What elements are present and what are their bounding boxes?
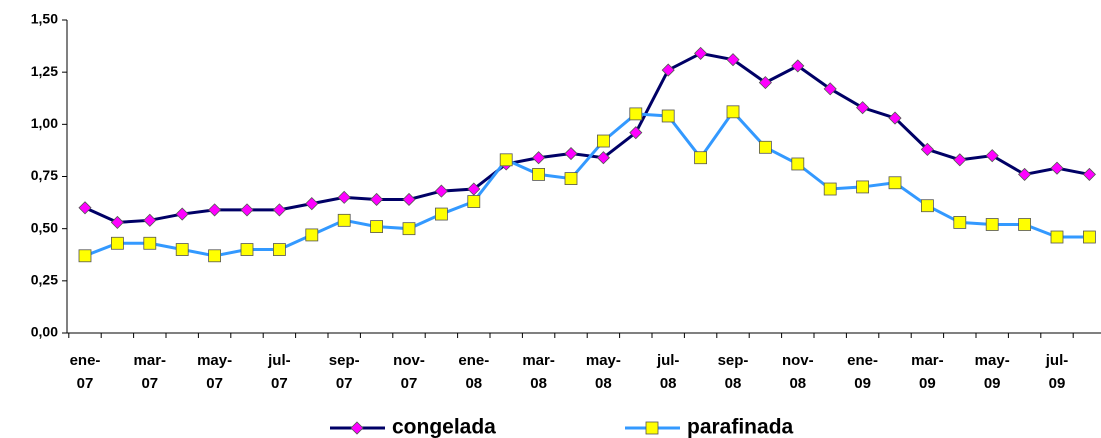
- x-tick-label: jul- 07: [268, 352, 291, 392]
- point: [240, 203, 254, 217]
- point: [499, 153, 513, 167]
- point: [1018, 218, 1031, 231]
- point: [532, 151, 546, 165]
- x-tick-label: sep- 08: [717, 352, 749, 392]
- point: [370, 220, 384, 233]
- point: [564, 146, 578, 161]
- point: [694, 151, 707, 165]
- point: [78, 201, 92, 215]
- point: [694, 46, 708, 60]
- point: [985, 218, 999, 231]
- point: [856, 180, 869, 194]
- point: [175, 243, 189, 256]
- point: [434, 184, 448, 198]
- point: [661, 63, 675, 77]
- point: [78, 249, 92, 263]
- point: [758, 76, 772, 90]
- x-tick-label: ene- 07: [69, 352, 101, 392]
- y-tick-label: 1,25: [31, 63, 58, 79]
- x-tick-label: may- 09: [974, 352, 1010, 392]
- y-tick-label: 0,50: [31, 219, 58, 235]
- x-tick-label: nov- 08: [781, 352, 814, 392]
- point: [272, 203, 286, 217]
- point: [305, 228, 319, 242]
- y-tick-label: 1,00: [31, 115, 58, 131]
- x-tick-label: jul- 09: [1045, 352, 1069, 392]
- x-tick-label: mar- 07: [133, 352, 167, 392]
- point: [337, 190, 351, 204]
- x-tick-label: nov- 07: [393, 352, 425, 392]
- legend-marker: [645, 421, 659, 435]
- point: [240, 243, 254, 256]
- point: [629, 126, 643, 140]
- point: [337, 213, 351, 227]
- point: [143, 236, 157, 250]
- x-tick-label: ene- 09: [847, 352, 879, 392]
- y-tick-label: 0,25: [31, 272, 58, 288]
- point: [402, 192, 416, 207]
- point: [791, 59, 805, 73]
- x-tick-label: ene- 08: [458, 352, 490, 392]
- point: [920, 142, 934, 156]
- point: [596, 151, 610, 165]
- point: [434, 207, 448, 221]
- point: [305, 197, 319, 211]
- point: [208, 203, 222, 217]
- point: [370, 192, 384, 207]
- point: [272, 243, 286, 256]
- point: [823, 182, 837, 196]
- point: [856, 101, 870, 115]
- point: [953, 153, 967, 167]
- x-tick-label: sep- 07: [328, 352, 360, 392]
- legend-label: parafinada: [687, 416, 794, 438]
- point: [921, 199, 934, 213]
- legend-marker: [350, 421, 364, 435]
- x-tick-label: jul- 08: [656, 352, 680, 392]
- x-tick-label: may- 08: [585, 352, 621, 392]
- point: [143, 213, 157, 227]
- x-tick-label: mar- 09: [911, 352, 944, 392]
- point: [888, 176, 902, 190]
- point: [1050, 230, 1064, 244]
- point: [110, 215, 124, 229]
- point: [208, 249, 222, 263]
- y-tick-label: 1,50: [31, 11, 58, 27]
- point: [467, 195, 481, 208]
- point: [759, 140, 772, 154]
- point: [823, 82, 837, 96]
- point: [1083, 230, 1096, 244]
- point: [532, 168, 545, 181]
- point: [402, 222, 416, 236]
- point: [629, 107, 643, 121]
- y-tick-label: 0,00: [31, 324, 58, 340]
- point: [467, 182, 481, 196]
- point: [726, 53, 740, 67]
- point: [175, 207, 189, 221]
- point: [1082, 167, 1096, 181]
- point: [1018, 167, 1032, 181]
- series-line: [84, 51, 1090, 224]
- x-tick-label: mar- 08: [522, 352, 555, 392]
- x-tick-label: may- 07: [197, 352, 233, 392]
- y-tick-label: 0,75: [31, 167, 58, 183]
- point: [791, 157, 805, 171]
- point: [985, 149, 999, 163]
- point: [1050, 161, 1064, 175]
- point: [564, 172, 578, 185]
- legend-label: congelada: [392, 416, 496, 438]
- point: [111, 236, 124, 250]
- point: [726, 105, 740, 119]
- point: [661, 109, 675, 123]
- point: [597, 134, 610, 148]
- point: [888, 111, 902, 125]
- series-line: [84, 109, 1090, 258]
- point: [953, 216, 967, 229]
